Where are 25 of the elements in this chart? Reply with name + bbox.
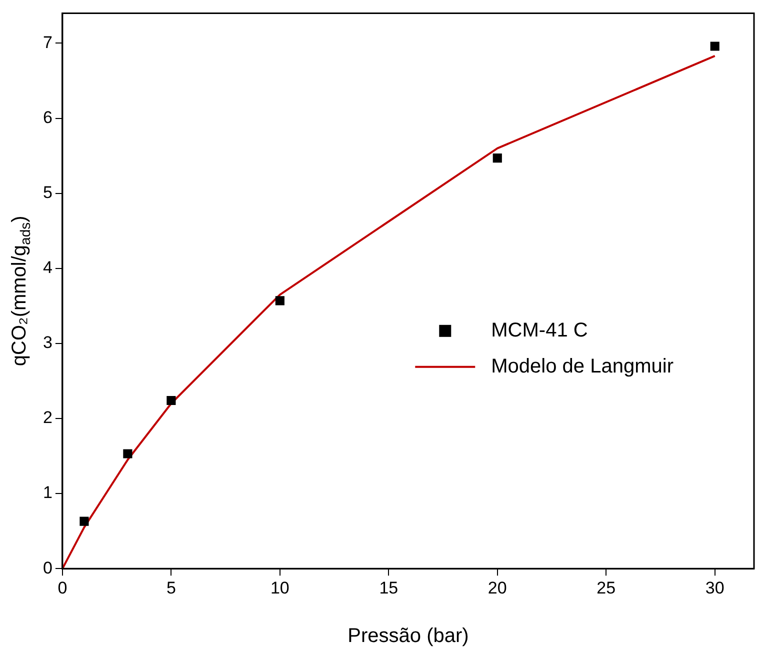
y-tick-label: 2 [42, 408, 52, 428]
x-tick-label: 30 [705, 578, 724, 598]
y-tick-label: 7 [42, 32, 52, 52]
point [80, 516, 89, 526]
point [492, 154, 502, 163]
x-tick-label: 10 [270, 578, 290, 598]
legend-label: MCM-41 C [491, 319, 588, 342]
x-tick-label: 5 [166, 578, 176, 598]
x-tick-label: 20 [488, 578, 507, 598]
y-tick-label: 5 [42, 183, 52, 202]
y-tick-label: 6 [42, 108, 52, 127]
point [166, 396, 176, 406]
y-tick-label: 0 [42, 558, 52, 578]
x-tick-label: 0 [58, 578, 68, 598]
y-tick-label: 4 [42, 258, 52, 278]
point [275, 296, 284, 306]
x-axis-title: Pressão (bar) [348, 625, 469, 648]
y-axis-title: qCO₂(mmol/gads) [8, 216, 33, 366]
legend-label: Modelo de Langmuir [491, 355, 674, 378]
point [123, 449, 132, 458]
point [710, 42, 720, 51]
x-tick-label: 15 [379, 578, 398, 598]
y-tick-label: 1 [42, 483, 52, 502]
x-tick-label: 25 [596, 578, 616, 598]
y-tick-label: 3 [42, 333, 52, 352]
